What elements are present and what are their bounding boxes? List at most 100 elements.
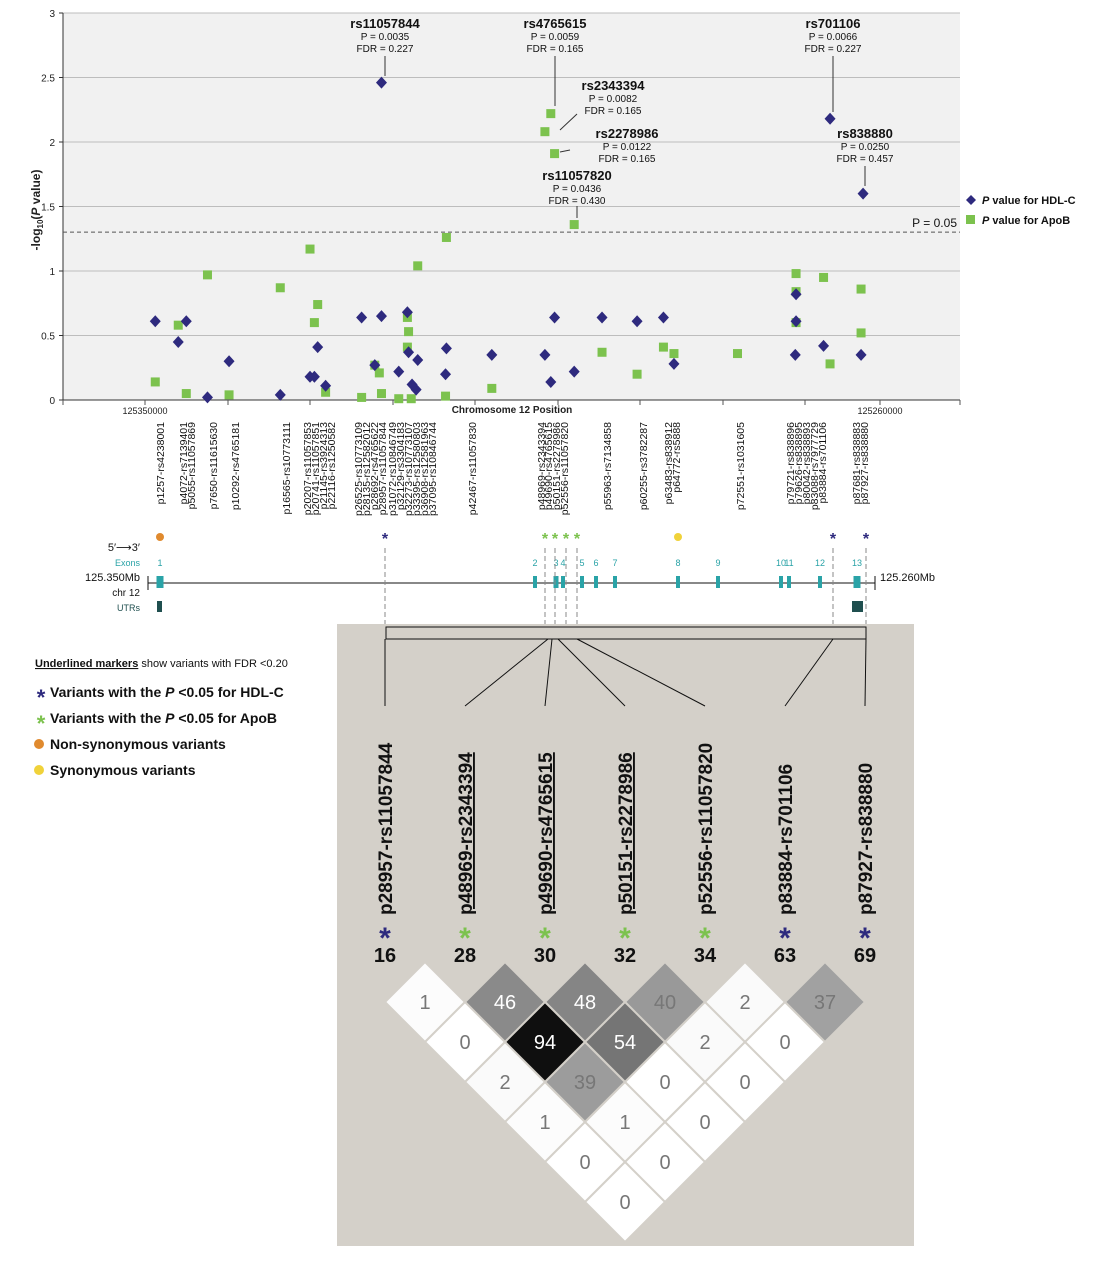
hdl-point [657, 311, 669, 324]
snp-label: p83088-rs7977729 [809, 422, 821, 510]
snp-label: p21145-rs3924313 [318, 422, 330, 510]
apob-point [413, 261, 423, 271]
hdl-point [631, 315, 643, 328]
snp-label: p52556-rs11057820 [559, 422, 571, 515]
x-tick-label: 125350000 [122, 406, 167, 416]
y-tick-label: 1 [49, 267, 55, 278]
legend-underline-note: Underlined markers show variants with FD… [35, 658, 288, 670]
exon-box [779, 576, 783, 588]
legend-text: Non-synonymous variants [50, 736, 226, 752]
apob-point [374, 368, 384, 378]
apob-point [597, 347, 607, 357]
ld-cell-value: 0 [579, 1152, 590, 1174]
exon-box [787, 576, 791, 588]
hdl-point [410, 383, 422, 396]
marker-legend: Underlined markers show variants with FD… [34, 658, 288, 778]
snp-label: p36908-rs12581963 [419, 422, 431, 516]
ld-cell-value: 48 [574, 992, 596, 1014]
hdl-point [857, 187, 869, 200]
annotation-fdr: FDR = 0.430 [549, 196, 606, 207]
ld-cell-value: 0 [619, 1192, 630, 1214]
apob-point [321, 387, 331, 397]
hdl-point [568, 365, 580, 378]
leader-line [559, 113, 578, 131]
snp-label: p1257-rs4238001 [155, 422, 167, 504]
y-tick-label: 3 [49, 9, 55, 20]
ld-marker-number: 34 [694, 945, 717, 967]
legend-apob-label: P value for ApoB [982, 215, 1070, 227]
apob-point [550, 149, 560, 159]
ld-marker-number: 63 [774, 945, 796, 967]
nonsyn-dot [156, 533, 164, 541]
annotation-fdr: FDR = 0.165 [585, 106, 642, 117]
ld-cell-value: 2 [739, 992, 750, 1014]
ld-marker-star: * [699, 922, 711, 955]
hdl-point [549, 311, 561, 324]
track-star: * [863, 531, 870, 548]
legend-hdl-marker [966, 195, 976, 205]
annotation-fdr: FDR = 0.457 [837, 154, 894, 165]
apob-point [732, 349, 742, 359]
annotation-snp: rs11057820 [542, 168, 611, 183]
snp-label: p28957-rs11057844 [377, 422, 389, 515]
chr-label: chr 12 [112, 588, 140, 599]
hdl-point [486, 348, 498, 361]
leader-line [559, 149, 571, 153]
left-pos-label: 125.350Mb [85, 572, 140, 584]
annotation-fdr: FDR = 0.227 [357, 44, 414, 55]
snp-label: p87681-rs838883 [851, 422, 863, 504]
hdl-point [356, 311, 368, 324]
apob-point [202, 270, 212, 280]
exon-box [580, 576, 584, 588]
apob-point [357, 392, 367, 402]
snp-label: p22116-rs1250582 [326, 422, 338, 510]
ld-cell-value: 0 [699, 1112, 710, 1134]
track-star: * [830, 531, 837, 548]
hdl-point [369, 359, 381, 372]
snp-label: p64772-rs5888 [671, 422, 683, 493]
exon-box [156, 576, 164, 588]
apob-point [305, 244, 315, 254]
y-tick-label: 2 [49, 138, 55, 149]
exon-box [553, 576, 559, 588]
snp-label: p63483-rs838912 [663, 422, 675, 504]
ld-cell-value: 2 [699, 1032, 710, 1054]
ld-marker-star: * [539, 922, 551, 955]
y-tick-label: 2.5 [41, 74, 55, 85]
legend-text: Variants with the P <0.05 for HDL-C [50, 684, 284, 700]
track-star: * [563, 531, 570, 548]
apob-point [406, 394, 416, 404]
ld-cell-value: 0 [659, 1072, 670, 1094]
ld-marker-number: 30 [534, 945, 556, 967]
apob-point [819, 272, 829, 282]
hdl-point [172, 335, 184, 348]
snp-label: p7650-rs11615630 [208, 422, 220, 510]
apob-point [658, 342, 668, 352]
ld-connector [864, 638, 867, 707]
ld-cell-value: 2 [499, 1072, 510, 1094]
hdl-point [180, 315, 192, 328]
snp-label: p32273-rs10773107 [403, 422, 415, 516]
snp-label: p28135-rs12582012 [361, 422, 373, 516]
hdl-point [308, 370, 320, 383]
ld-cell-value: 54 [614, 1032, 636, 1054]
exon-box [818, 576, 822, 588]
legend-apob-marker [966, 215, 975, 224]
exon-box [676, 576, 680, 588]
ld-marker-star: * [619, 922, 631, 955]
exon-number: 2 [532, 558, 537, 568]
exon-number: 5 [579, 558, 584, 568]
apob-point [540, 127, 550, 137]
right-pos-label: 125.260Mb [880, 572, 935, 584]
snp-label: p33395-rs12580803 [411, 422, 423, 516]
apob-point [632, 369, 642, 379]
ld-connector [544, 638, 553, 707]
scatter-plot: 0 0.5 1 1.5 2 2.5 3 125350000 125260000 Chromosom… [29, 9, 1076, 516]
hdl-point [149, 315, 161, 328]
legend-dot [34, 765, 44, 775]
ld-marker-star: * [779, 922, 791, 955]
apob-point [150, 377, 160, 387]
ld-cell-value: 46 [494, 992, 516, 1014]
snp-label: p80042-rs838893 [801, 422, 813, 504]
hdl-point [401, 306, 413, 319]
